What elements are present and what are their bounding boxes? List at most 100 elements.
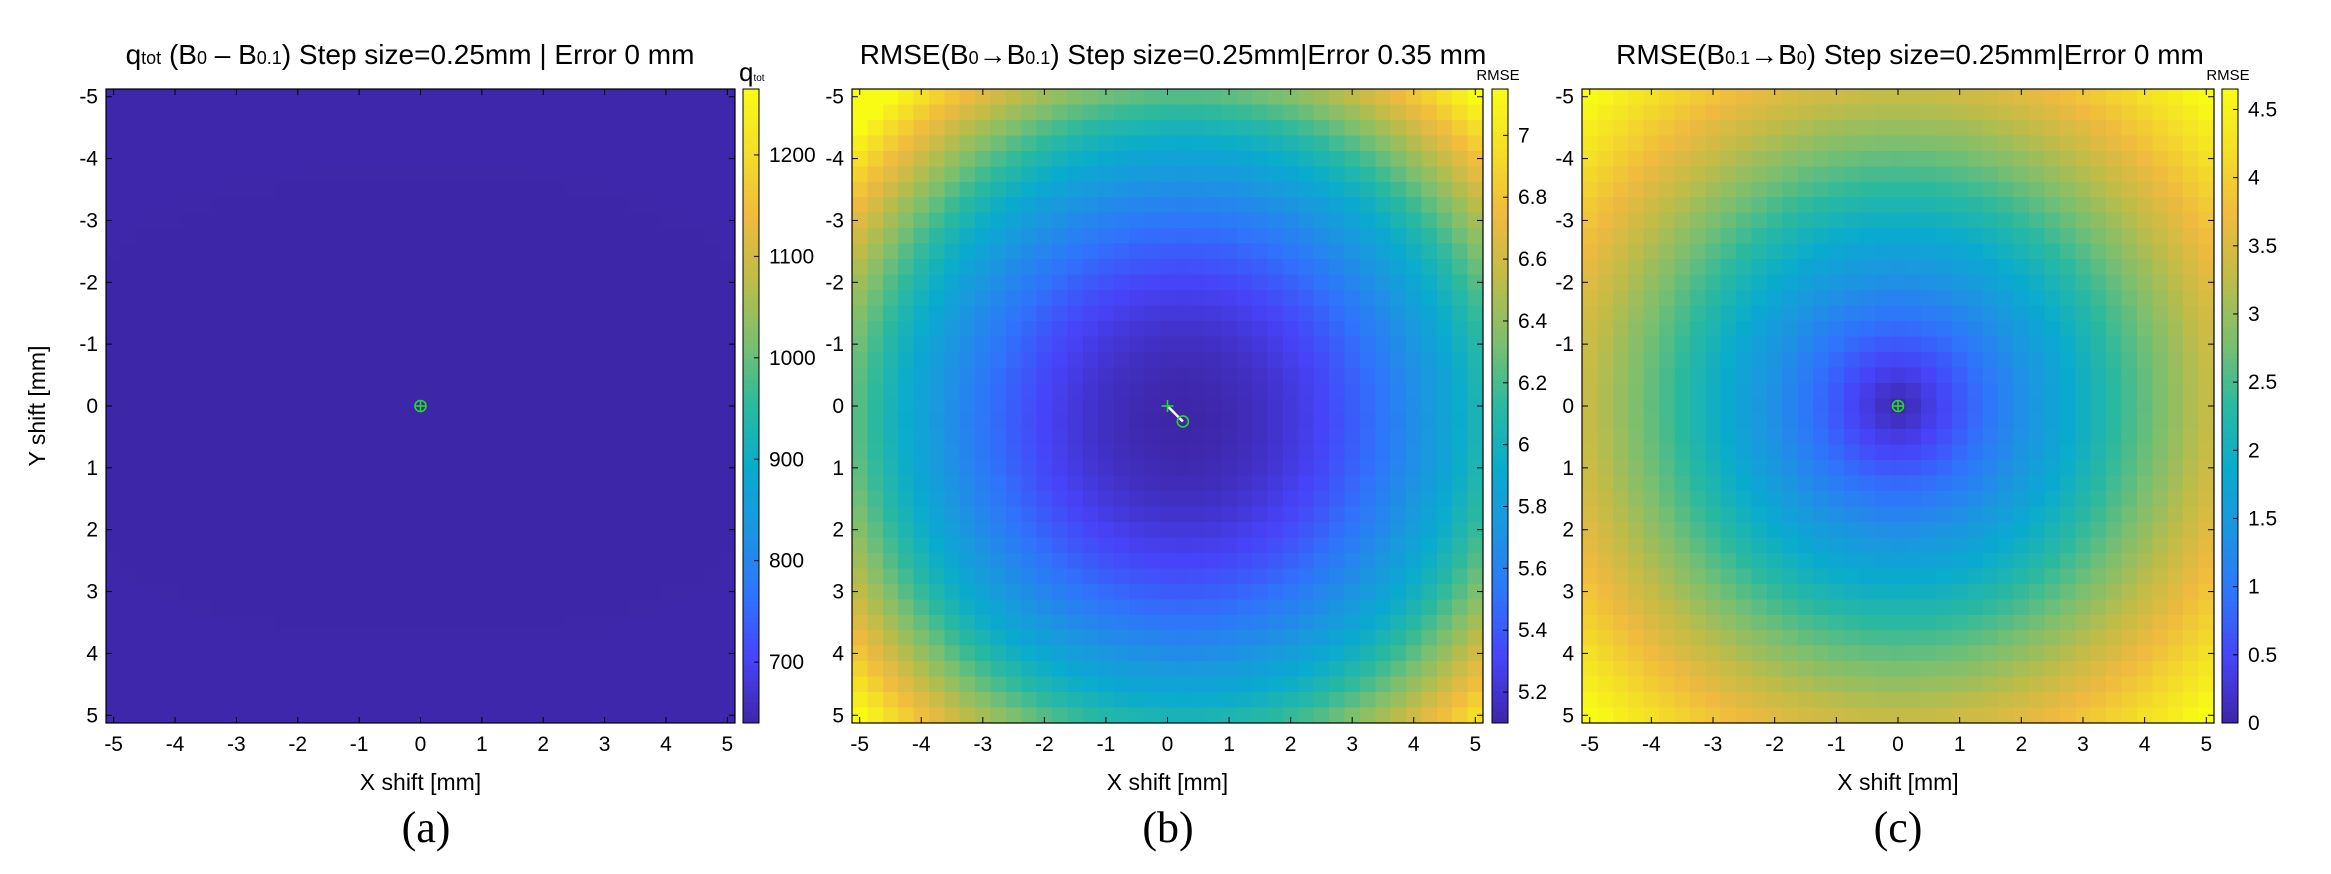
- heatmap-cell: [719, 444, 736, 461]
- heatmap-cell: [1951, 320, 1968, 338]
- heatmap-cell: [1144, 599, 1161, 616]
- heatmap-cell: [366, 537, 383, 554]
- heatmap-cell: [1998, 444, 2015, 461]
- heatmap-cell: [658, 228, 675, 245]
- colorbar-segment: [1492, 691, 1508, 698]
- heatmap-cell: [990, 707, 1007, 724]
- heatmap-cell: [1359, 135, 1376, 152]
- heatmap-cell: [1582, 491, 1599, 508]
- colorbar-segment: [1492, 110, 1508, 117]
- heatmap-cell: [658, 290, 675, 307]
- heatmap-cell: [443, 645, 460, 662]
- heatmap-cell: [305, 460, 322, 477]
- heatmap-cell: [1359, 166, 1376, 183]
- heatmap-cell: [882, 614, 899, 631]
- heatmap-cell: [228, 135, 245, 152]
- heatmap-cell: [167, 367, 184, 384]
- colorbar-segment: [743, 400, 759, 407]
- heatmap-cell: [228, 259, 245, 276]
- colorbar-segment: [1492, 686, 1508, 692]
- heatmap-cell: [504, 336, 521, 353]
- heatmap-cell: [1159, 521, 1176, 539]
- heatmap-cell: [1874, 290, 1891, 307]
- heatmap-cell: [1129, 274, 1146, 291]
- heatmap-cell: [1751, 351, 1768, 368]
- y-tick-label: -1: [79, 333, 98, 356]
- heatmap-cell: [1175, 89, 1192, 106]
- heatmap-cell: [2152, 135, 2169, 152]
- heatmap-cell: [898, 305, 915, 322]
- heatmap-cell: [550, 429, 567, 446]
- heatmap-cell: [1190, 119, 1207, 136]
- heatmap-cells: [852, 89, 1484, 724]
- heatmap-cell: [1313, 599, 1330, 616]
- heatmap-cell: [351, 181, 368, 198]
- heatmap-cell: [975, 583, 992, 600]
- heatmap-cell: [1329, 259, 1346, 276]
- heatmap-cell: [1175, 305, 1192, 322]
- heatmap-cell: [458, 506, 475, 523]
- heatmap-cell: [1797, 305, 1814, 322]
- heatmap-cell: [2059, 274, 2076, 291]
- heatmap-cell: [1282, 645, 1299, 662]
- heatmap-cell: [121, 351, 138, 368]
- heatmap-cell: [550, 552, 567, 569]
- colorbar-segment: [743, 606, 759, 613]
- heatmap-cell: [596, 336, 613, 353]
- heatmap-cell: [366, 568, 383, 585]
- heatmap-cell: [1705, 89, 1722, 106]
- colorbar-segment: [1492, 115, 1508, 122]
- heatmap-cell: [1036, 274, 1053, 291]
- heatmap-cell: [1175, 382, 1192, 399]
- heatmap-cell: [867, 506, 884, 523]
- heatmap-cell: [1689, 429, 1706, 446]
- heatmap-cell: [596, 104, 613, 121]
- heatmap-cell: [1936, 274, 1953, 291]
- heatmap-cell: [2029, 382, 2046, 399]
- heatmap-cell: [1313, 491, 1330, 508]
- heatmap-cell: [1782, 320, 1799, 338]
- heatmap-cell: [2183, 119, 2200, 136]
- heatmap-cell: [1205, 491, 1222, 508]
- heatmap-cell: [867, 150, 884, 167]
- colorbar-segment: [1492, 464, 1508, 470]
- heatmap-cell: [1159, 367, 1176, 384]
- heatmap-cell: [1390, 320, 1407, 338]
- heatmap-cell: [1720, 104, 1737, 121]
- heatmap-cell: [366, 212, 383, 229]
- heatmap-cell: [1582, 460, 1599, 477]
- heatmap-cell: [1582, 166, 1599, 183]
- heatmap-cell: [1689, 506, 1706, 523]
- heatmap-cell: [1236, 212, 1253, 229]
- heatmap-cell: [704, 382, 721, 399]
- heatmap-cell: [1766, 181, 1783, 198]
- heatmap-cell: [336, 290, 353, 307]
- heatmap-cell: [990, 336, 1007, 353]
- heatmap-cell: [975, 305, 992, 322]
- colorbar-segment: [1492, 601, 1508, 608]
- heatmap-cell: [1421, 89, 1438, 106]
- heatmap-cell: [1005, 89, 1022, 106]
- heatmap-cell: [658, 104, 675, 121]
- heatmap-cell: [1406, 568, 1423, 585]
- heatmap-cell: [1628, 398, 1645, 415]
- panel-label: (a): [402, 803, 451, 852]
- heatmap-cell: [1751, 382, 1768, 399]
- colorbar-segment: [743, 326, 759, 333]
- heatmap-cell: [1005, 552, 1022, 569]
- heatmap-cell: [274, 645, 291, 662]
- heatmap-cell: [2167, 135, 2184, 152]
- heatmap-cell: [1720, 521, 1737, 539]
- heatmap-cell: [1221, 135, 1238, 152]
- heatmap-cell: [1467, 243, 1484, 260]
- heatmap-cell: [2167, 429, 2184, 446]
- heatmap-cell: [382, 243, 399, 260]
- heatmap-cell: [1129, 537, 1146, 554]
- heatmap-cell: [1005, 197, 1022, 214]
- heatmap-cell: [1921, 290, 1938, 307]
- heatmap-cell: [1797, 228, 1814, 245]
- heatmap-cell: [882, 89, 899, 106]
- heatmap-cell: [305, 398, 322, 415]
- heatmap-cell: [259, 212, 276, 229]
- heatmap-cell: [550, 568, 567, 585]
